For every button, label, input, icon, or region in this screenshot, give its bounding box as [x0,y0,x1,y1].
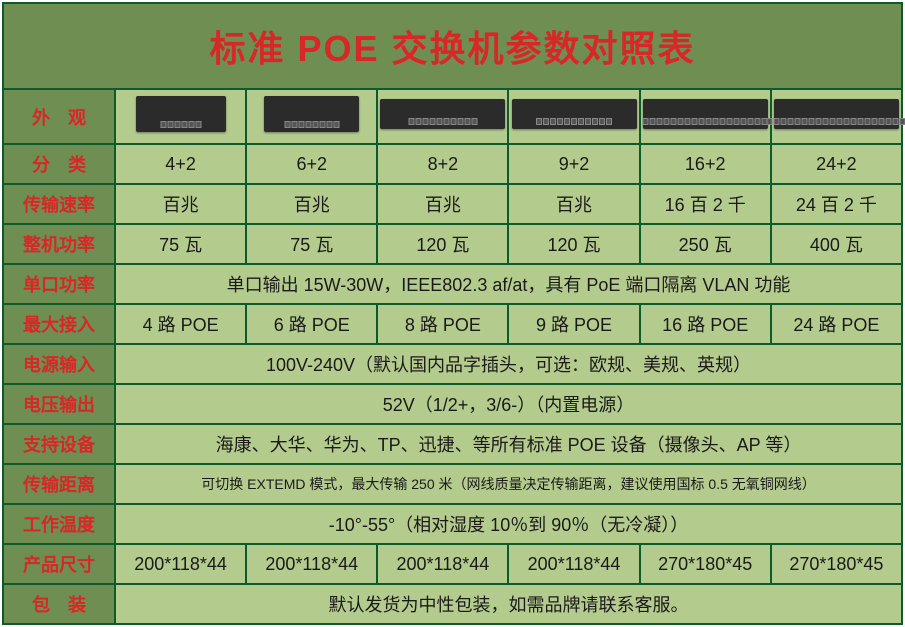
row-distance: 传输距离 可切换 EXTEMD 模式，最大传输 250 米（网线质量决定传输距离… [3,464,902,504]
poe-spec-table: 标准 POE 交换机参数对照表 外 观 分 类 4+2 6+2 8+2 9+2 … [2,2,903,625]
cell: 8+2 [377,144,508,184]
img-col-5 [771,89,902,144]
row-speed: 传输速率 百兆 百兆 百兆 百兆 16 百 2 千 24 百 2 千 [3,184,902,224]
merged-cell: 默认发货为中性包装，如需品牌请联系客服。 [115,584,902,624]
cell: 9 路 POE [508,304,639,344]
cell: 8 路 POE [377,304,508,344]
rh-volt-out: 电压输出 [3,384,115,424]
cell: 120 瓦 [508,224,639,264]
img-col-2 [377,89,508,144]
switch-icon [774,99,899,129]
cell: 120 瓦 [377,224,508,264]
row-size: 产品尺寸 200*118*44 200*118*44 200*118*44 20… [3,544,902,584]
rh-appearance: 外 观 [3,89,115,144]
cell: 百兆 [377,184,508,224]
cell: 200*118*44 [377,544,508,584]
cell: 百兆 [508,184,639,224]
row-appearance: 外 观 [3,89,902,144]
cell: 200*118*44 [246,544,377,584]
cell: 200*118*44 [115,544,246,584]
table-title: 标准 POE 交换机参数对照表 [3,3,902,89]
rh-devices: 支持设备 [3,424,115,464]
rh-category: 分 类 [3,144,115,184]
merged-cell: 可切换 EXTEMD 模式，最大传输 250 米（网线质量决定传输距离，建议使用… [115,464,902,504]
rh-port-power: 单口功率 [3,264,115,304]
merged-cell: 52V（1/2+，3/6-）（内置电源） [115,384,902,424]
cell: 24 路 POE [771,304,902,344]
cell: 百兆 [115,184,246,224]
row-power-in: 电源输入 100V-240V（默认国内品字插头，可选：欧规、美规、英规） [3,344,902,384]
row-devices: 支持设备 海康、大华、华为、TP、迅捷、等所有标准 POE 设备（摄像头、AP … [3,424,902,464]
row-package: 包 装 默认发货为中性包装，如需品牌请联系客服。 [3,584,902,624]
cell: 4 路 POE [115,304,246,344]
cell: 9+2 [508,144,639,184]
cell: 6+2 [246,144,377,184]
cell: 400 瓦 [771,224,902,264]
row-temp: 工作温度 -10°-55°（相对湿度 10％到 90％（无冷凝）） [3,504,902,544]
title-row: 标准 POE 交换机参数对照表 [3,3,902,89]
cell: 24 百 2 千 [771,184,902,224]
row-total-power: 整机功率 75 瓦 75 瓦 120 瓦 120 瓦 250 瓦 400 瓦 [3,224,902,264]
row-volt-out: 电压输出 52V（1/2+，3/6-）（内置电源） [3,384,902,424]
cell: 75 瓦 [246,224,377,264]
switch-icon [380,99,505,129]
switch-icon [264,96,359,132]
merged-cell: 单口输出 15W-30W，IEEE802.3 af/at，具有 PoE 端口隔离… [115,264,902,304]
img-col-1 [246,89,377,144]
cell: 6 路 POE [246,304,377,344]
row-max-in: 最大接入 4 路 POE 6 路 POE 8 路 POE 9 路 POE 16 … [3,304,902,344]
rh-distance: 传输距离 [3,464,115,504]
rh-power-in: 电源输入 [3,344,115,384]
rh-package: 包 装 [3,584,115,624]
merged-cell: -10°-55°（相对湿度 10％到 90％（无冷凝）） [115,504,902,544]
cell: 16 路 POE [640,304,771,344]
cell: 75 瓦 [115,224,246,264]
rh-temp: 工作温度 [3,504,115,544]
img-col-4 [640,89,771,144]
cell: 16 百 2 千 [640,184,771,224]
merged-cell: 100V-240V（默认国内品字插头，可选：欧规、美规、英规） [115,344,902,384]
cell: 270*180*45 [640,544,771,584]
cell: 百兆 [246,184,377,224]
cell: 200*118*44 [508,544,639,584]
rh-size: 产品尺寸 [3,544,115,584]
cell: 24+2 [771,144,902,184]
row-category: 分 类 4+2 6+2 8+2 9+2 16+2 24+2 [3,144,902,184]
cell: 270*180*45 [771,544,902,584]
rh-max-in: 最大接入 [3,304,115,344]
cell: 4+2 [115,144,246,184]
cell: 250 瓦 [640,224,771,264]
switch-icon [136,96,226,132]
row-port-power: 单口功率 单口输出 15W-30W，IEEE802.3 af/at，具有 PoE… [3,264,902,304]
switch-icon [512,99,637,129]
img-col-3 [508,89,639,144]
switch-icon [643,99,768,129]
cell: 16+2 [640,144,771,184]
merged-cell: 海康、大华、华为、TP、迅捷、等所有标准 POE 设备（摄像头、AP 等） [115,424,902,464]
rh-total-power: 整机功率 [3,224,115,264]
rh-speed: 传输速率 [3,184,115,224]
img-col-0 [115,89,246,144]
